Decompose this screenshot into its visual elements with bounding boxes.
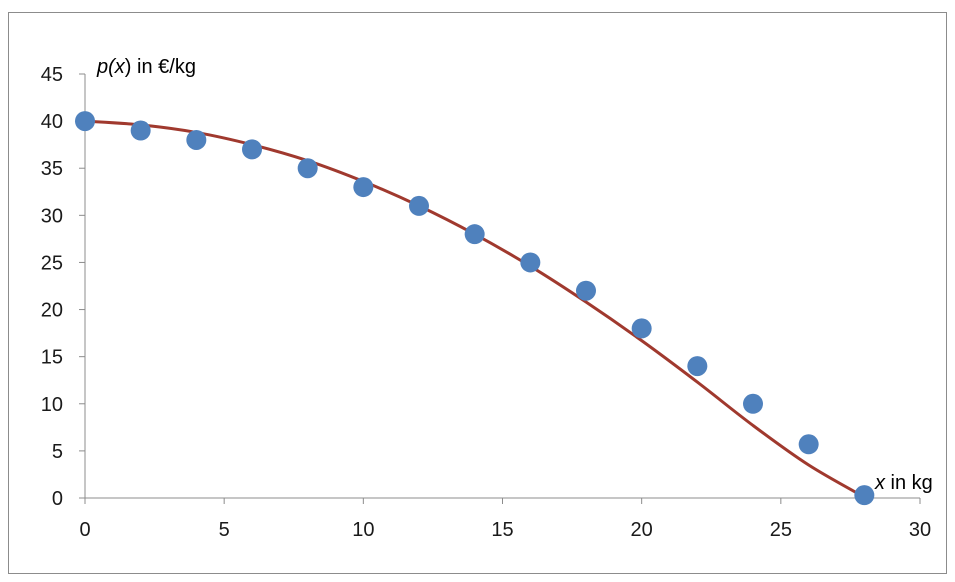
data-point [298, 158, 318, 178]
y-tick-label: 35 [41, 158, 63, 180]
data-point [687, 356, 707, 376]
y-tick-label: 40 [41, 111, 63, 133]
data-point [743, 394, 763, 414]
y-tick-label: 30 [41, 205, 63, 227]
x-tick-label: 5 [219, 519, 230, 541]
data-point [465, 224, 485, 244]
y-tick-label: 5 [52, 441, 63, 463]
x-tick-label: 10 [352, 519, 374, 541]
data-point [632, 318, 652, 338]
data-point [854, 485, 874, 505]
data-point [799, 434, 819, 454]
data-point [576, 281, 596, 301]
data-point [353, 177, 373, 197]
x-tick-label: 30 [909, 519, 931, 541]
y-tick-label: 15 [41, 347, 63, 369]
x-axis-title: x in kg [874, 472, 933, 494]
y-axis-unit: in €/kg [131, 56, 195, 78]
trend-curve [85, 121, 864, 497]
y-tick-label: 0 [52, 488, 63, 510]
data-point [186, 130, 206, 150]
y-tick-label: 25 [41, 252, 63, 274]
x-tick-label: 0 [79, 519, 90, 541]
x-tick-labels: 0 5 10 15 20 25 30 [79, 519, 931, 541]
x-tick-label: 15 [491, 519, 513, 541]
data-point [242, 139, 262, 159]
data-point [520, 252, 540, 272]
x-tick-label: 20 [631, 519, 653, 541]
y-axis-var-suffix: ) [125, 56, 132, 78]
data-point [409, 196, 429, 216]
y-tick-label: 10 [41, 394, 63, 416]
data-point [75, 111, 95, 131]
data-point [131, 121, 151, 141]
y-axis-title: p(x) in €/kg [96, 56, 196, 78]
y-tick-label: 20 [41, 300, 63, 322]
points-layer [75, 111, 874, 505]
x-axis-unit: in kg [885, 472, 933, 494]
y-tick-labels: 0 5 10 15 20 25 30 35 40 45 [41, 64, 63, 510]
x-tick-label: 25 [770, 519, 792, 541]
y-tick-label: 45 [41, 64, 63, 86]
trend-layer [85, 121, 864, 497]
